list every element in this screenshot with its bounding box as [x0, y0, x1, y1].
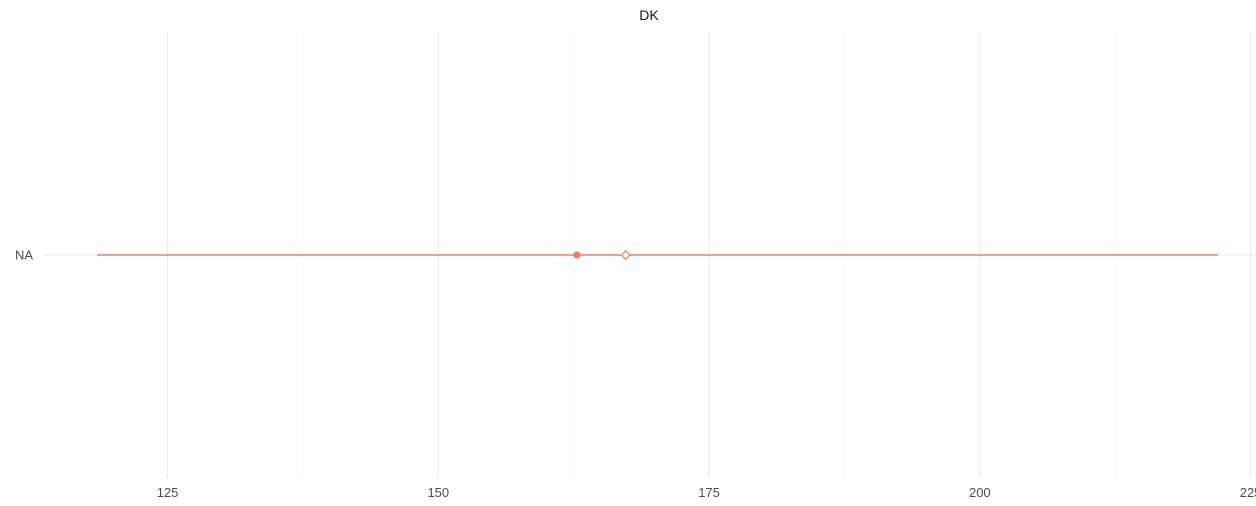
x-axis-tick-labels: 125 150 175 200 225: [157, 485, 1256, 500]
x-tick-label: 125: [157, 485, 179, 500]
x-tick-label: 175: [698, 485, 720, 500]
y-tick-label: NA: [15, 248, 33, 263]
chart-title: DK: [639, 7, 659, 23]
y-axis-tick-labels: NA: [15, 248, 33, 263]
mean-diamond-marker: [620, 250, 631, 260]
x-tick-label: 150: [427, 485, 449, 500]
x-tick-label: 200: [969, 485, 991, 500]
x-tick-label: 225: [1240, 485, 1256, 500]
marks-layer: [97, 250, 1219, 260]
point-estimate-marker: [573, 251, 581, 259]
